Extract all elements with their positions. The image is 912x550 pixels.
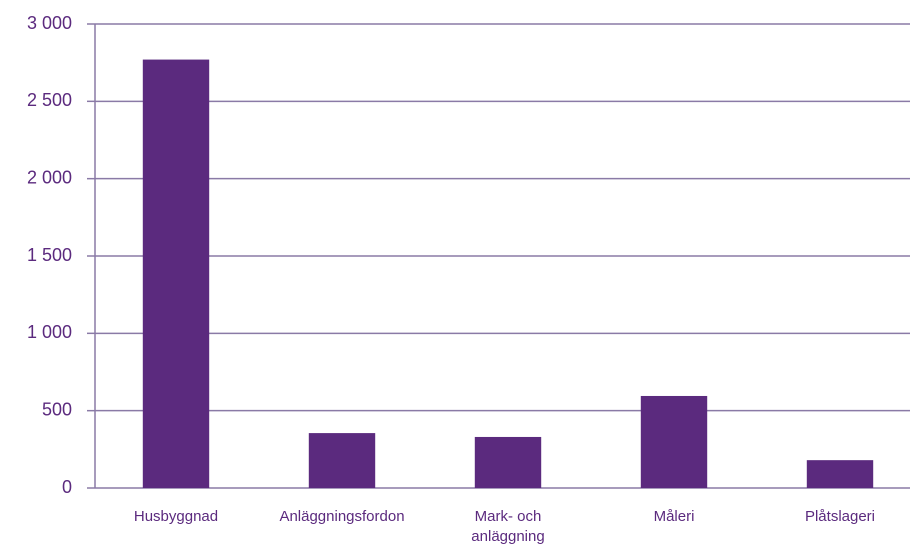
y-tick-label: 500 (42, 399, 72, 419)
y-tick-label: 2 000 (27, 167, 72, 187)
bar (142, 59, 210, 488)
x-tick-label: Måleri (653, 508, 695, 525)
y-tick-label: 1 000 (27, 322, 72, 342)
bar (308, 433, 376, 488)
bar (806, 460, 874, 488)
y-tick-label: 2 500 (27, 90, 72, 110)
bar (640, 395, 708, 488)
x-tick-label: Mark- och anläggning (471, 508, 545, 545)
x-tick-label: Plåtslageri (804, 508, 876, 525)
bar (474, 436, 542, 488)
y-tick-label: 3 000 (27, 13, 72, 33)
x-tick-label: Husbyggnad (133, 508, 219, 525)
y-tick-label: 0 (62, 477, 72, 497)
x-tick-label: Anläggningsfordon (279, 508, 405, 525)
y-tick-label: 1 500 (27, 245, 72, 265)
